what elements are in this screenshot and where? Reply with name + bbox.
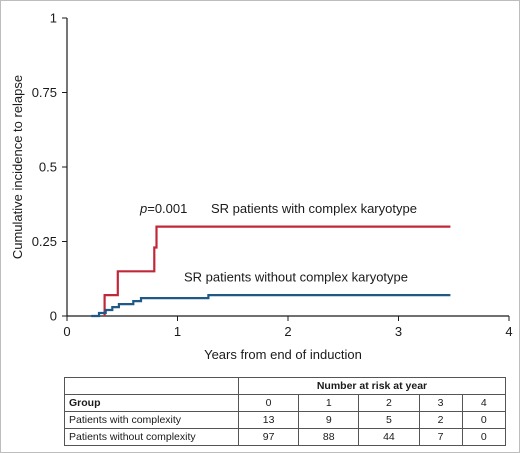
y-tick-label: 0.25 bbox=[32, 234, 57, 249]
x-axis-title: Years from end of induction bbox=[204, 347, 362, 362]
x-tick-label: 2 bbox=[284, 324, 291, 339]
risk-cell: 88 bbox=[298, 428, 360, 446]
table-corner-cell bbox=[64, 377, 239, 395]
table-year-row: Group 0 1 2 3 4 bbox=[64, 394, 507, 412]
risk-cell: 44 bbox=[358, 428, 420, 446]
table-row: Patients without complexity 97 88 44 7 0 bbox=[64, 428, 507, 446]
risk-cell: 2 bbox=[418, 411, 463, 429]
y-tick-label: 0 bbox=[50, 309, 57, 324]
table-header-row: Number at risk at year bbox=[64, 377, 506, 395]
row-label: Patients without complexity bbox=[64, 428, 239, 446]
risk-cell: 7 bbox=[418, 428, 463, 446]
year-cell: 3 bbox=[418, 394, 463, 412]
y-tick-label: 1 bbox=[50, 11, 57, 26]
year-cell: 4 bbox=[461, 394, 507, 412]
cumulative-incidence-chart: 0 0.25 0.5 0.75 1 0 1 2 3 4 Cumulative incidence t… bbox=[10, 11, 513, 363]
risk-cell: 0 bbox=[461, 411, 507, 429]
axes: 0 0.25 0.5 0.75 1 0 1 2 3 4 Cumulative incidence t… bbox=[10, 11, 513, 363]
y-tick-label: 0.75 bbox=[32, 85, 57, 100]
label-layer: SR patients with complex karyotype SR pat… bbox=[139, 201, 417, 285]
year-cell: 1 bbox=[298, 394, 360, 412]
row-label: Patients with complexity bbox=[64, 411, 239, 429]
year-cell: 2 bbox=[358, 394, 420, 412]
series-layer bbox=[91, 225, 451, 318]
number-at-risk-table: Number at risk at year Group 0 1 2 3 4 P… bbox=[64, 377, 507, 446]
risk-cell: 13 bbox=[237, 411, 300, 429]
year-cell: 0 bbox=[237, 394, 300, 412]
series-line-0 bbox=[103, 225, 451, 316]
risk-cell: 9 bbox=[298, 411, 360, 429]
x-tick-label: 0 bbox=[63, 324, 70, 339]
table-row: Patients with complexity 13 9 5 2 0 bbox=[64, 411, 507, 429]
risk-header: Number at risk at year bbox=[238, 377, 506, 395]
risk-cell: 97 bbox=[237, 428, 300, 446]
x-tick-label: 3 bbox=[395, 324, 402, 339]
risk-cell: 5 bbox=[358, 411, 420, 429]
series-label-complex: SR patients with complex karyotype bbox=[211, 201, 417, 216]
y-tick-label: 0.5 bbox=[39, 160, 57, 175]
p-value-annotation: p=0.001 bbox=[139, 201, 187, 216]
risk-cell: 0 bbox=[461, 428, 507, 446]
series-line-1 bbox=[91, 294, 451, 318]
group-header: Group bbox=[64, 394, 239, 412]
y-axis-title: Cumulative incidence to relapse bbox=[10, 75, 25, 259]
x-tick-label: 4 bbox=[505, 324, 512, 339]
series-label-no-complex: SR patients without complex karyotype bbox=[184, 270, 408, 285]
x-tick-label: 1 bbox=[174, 324, 181, 339]
